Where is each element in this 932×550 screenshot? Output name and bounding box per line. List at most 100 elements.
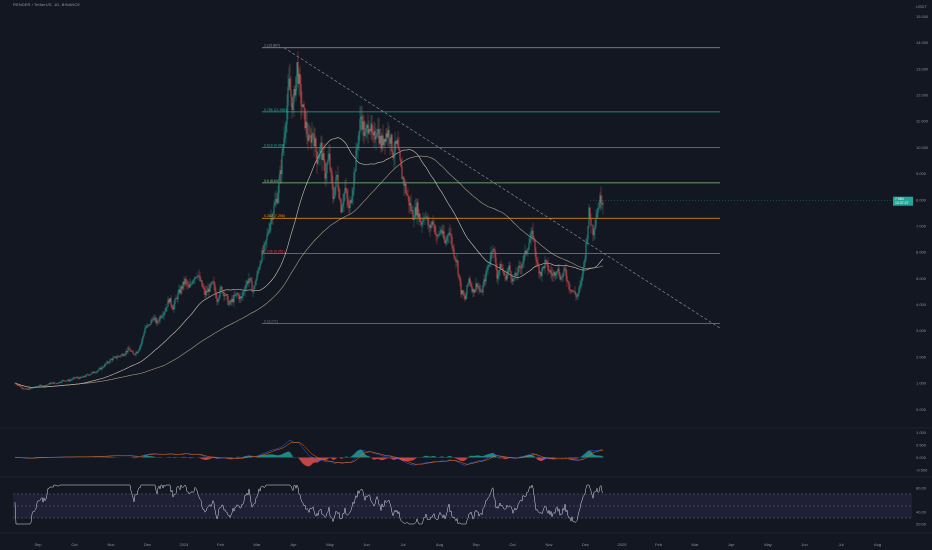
time-tick-label: Jun (363, 542, 369, 547)
candle-body (190, 283, 192, 285)
candle-body (253, 285, 255, 292)
candle-body (528, 242, 530, 250)
candle-body (233, 295, 235, 302)
candle-body (438, 234, 440, 236)
candle-body (336, 174, 338, 177)
candle-body (298, 73, 300, 84)
candle-body (250, 278, 252, 282)
candle-body (51, 382, 53, 384)
candle-body (364, 132, 366, 136)
candle-body (114, 356, 116, 358)
candle-body (457, 260, 459, 274)
candle-body (101, 366, 103, 370)
candle-body (339, 198, 341, 200)
candle-body (505, 275, 507, 280)
candle-body (515, 273, 517, 276)
candle-body (391, 134, 393, 153)
candle-body (340, 199, 342, 213)
candle-body (275, 198, 277, 202)
candle-body (146, 325, 148, 328)
candle-body (124, 353, 126, 356)
candle-body (274, 201, 276, 206)
candle-body (477, 286, 479, 288)
candle-body (50, 382, 52, 385)
time-tick-label: Dec (582, 542, 589, 547)
candle-body (168, 299, 170, 303)
candle-body (111, 359, 113, 361)
candle-body (165, 307, 167, 312)
candle-body (375, 136, 377, 140)
candle-body (463, 294, 465, 297)
candle-body (277, 193, 279, 204)
candle-body (370, 123, 372, 132)
candle-body (577, 293, 579, 297)
candle-body (41, 385, 43, 387)
candle-body (406, 193, 408, 195)
ma-fast-line (14, 137, 604, 388)
candle-body (216, 298, 218, 302)
macd-tick-label: 0.000 (916, 455, 927, 460)
rsi-pane: 80.00 40.00 20.00 (14, 484, 927, 527)
candle-body (597, 207, 599, 213)
candle-body (488, 264, 490, 267)
candle-body (576, 296, 578, 298)
candle-body (330, 169, 332, 172)
candle-body (180, 286, 182, 294)
candle-body (358, 131, 360, 145)
candle-body (228, 304, 230, 305)
candle-body (162, 315, 164, 317)
candle-body (213, 281, 215, 285)
candle-body (591, 225, 593, 226)
candle-body (532, 230, 534, 238)
candle-body (104, 363, 106, 367)
candle-body (495, 257, 497, 269)
candle-body (273, 205, 275, 214)
candle-body (401, 166, 403, 179)
candle-body (110, 359, 112, 360)
candle-body (94, 372, 96, 374)
candle-body (83, 376, 85, 377)
candle-body (500, 264, 502, 269)
candle-body (227, 296, 229, 305)
candle-body (62, 380, 64, 381)
candle-body (585, 241, 587, 259)
candle-body (345, 188, 347, 191)
candle-body (199, 275, 201, 281)
candle-body (427, 217, 429, 226)
candle-body (284, 132, 286, 139)
candle-body (113, 357, 115, 358)
candle-body (510, 271, 512, 278)
candle-body (47, 384, 49, 385)
time-tick-label: May (764, 542, 772, 547)
candle-body (307, 134, 309, 141)
price-tick-label: 13.000 (916, 66, 929, 71)
candle-body (462, 290, 464, 295)
candle-body (264, 242, 266, 245)
candle-body (522, 261, 524, 265)
candle-body (454, 256, 456, 260)
candle-body (520, 267, 522, 269)
candle-body (594, 225, 596, 231)
candle-body (34, 386, 36, 388)
candle-body (70, 379, 72, 381)
time-tick-label: Feb (655, 542, 663, 547)
candle-body (198, 275, 200, 277)
candle-body (366, 124, 368, 128)
candle-body (572, 290, 574, 292)
candle-body (357, 144, 359, 148)
candle-body (464, 296, 466, 300)
candle-body (473, 289, 475, 293)
candle-body (221, 286, 223, 293)
candle-body (102, 366, 104, 368)
time-tick-label: Nov (107, 542, 114, 547)
candle-body (466, 285, 468, 295)
time-tick-label: Apr (290, 542, 297, 547)
time-tick-label: Oct (71, 542, 78, 547)
candle-body (312, 133, 314, 135)
candle-body (499, 264, 501, 271)
candle-body (109, 359, 111, 363)
candle-body (521, 264, 523, 269)
candle-body (66, 380, 68, 382)
